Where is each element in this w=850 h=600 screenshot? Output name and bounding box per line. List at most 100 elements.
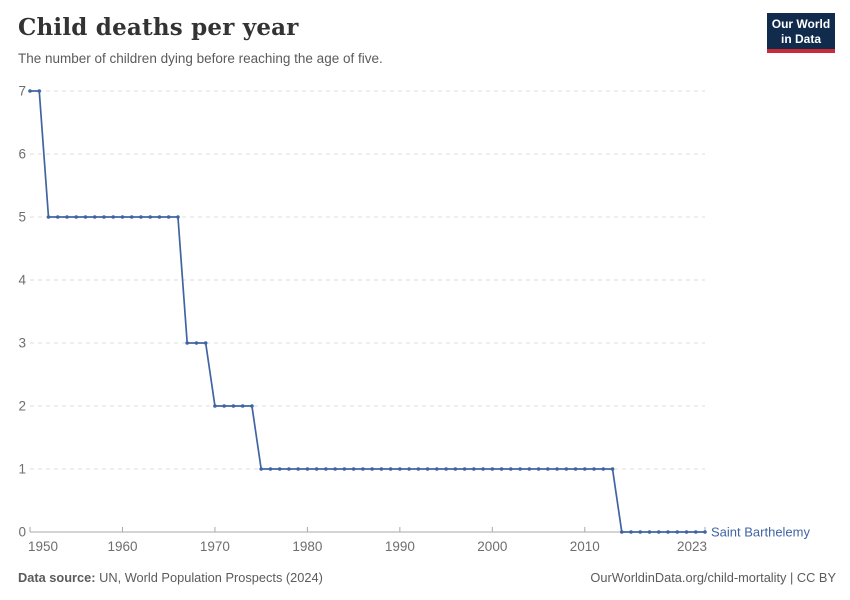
footer-link[interactable]: OurWorldinData.org/child-mortality | CC … <box>590 570 836 585</box>
data-point[interactable] <box>693 530 698 534</box>
data-point[interactable] <box>46 215 51 219</box>
data-point[interactable] <box>314 467 319 471</box>
data-point[interactable] <box>666 530 670 534</box>
data-point[interactable] <box>277 467 282 471</box>
data-point[interactable] <box>518 467 522 471</box>
data-source[interactable]: Data source: UN, World Population Prospe… <box>18 570 323 585</box>
data-point[interactable] <box>490 467 495 471</box>
data-point[interactable] <box>629 530 633 534</box>
data-point[interactable] <box>564 467 569 471</box>
data-point[interactable] <box>398 467 402 471</box>
data-point[interactable] <box>703 530 707 534</box>
data-point[interactable] <box>351 467 356 471</box>
series-line[interactable] <box>30 90 705 533</box>
data-point[interactable] <box>462 467 467 471</box>
data-point[interactable] <box>333 467 337 471</box>
data-source-label: Data source: <box>18 570 96 585</box>
data-point[interactable] <box>619 530 624 534</box>
data-point[interactable] <box>250 404 254 408</box>
data-point[interactable] <box>120 215 125 219</box>
data-point[interactable] <box>203 341 208 345</box>
y-tick-label: 3 <box>18 336 26 351</box>
data-point[interactable] <box>684 530 689 534</box>
data-point[interactable] <box>656 530 661 534</box>
data-point[interactable] <box>444 467 448 471</box>
data-point[interactable] <box>111 215 116 219</box>
data-point[interactable] <box>240 404 245 408</box>
owid-logo[interactable]: Our World in Data <box>767 13 835 53</box>
data-point[interactable] <box>268 467 273 471</box>
data-point[interactable] <box>37 89 42 93</box>
data-point[interactable] <box>65 215 69 219</box>
data-point[interactable] <box>305 467 310 471</box>
y-tick-label: 0 <box>18 525 26 540</box>
data-point[interactable] <box>213 404 217 408</box>
data-point[interactable] <box>527 467 532 471</box>
data-point[interactable] <box>176 215 180 219</box>
data-point[interactable] <box>453 467 458 471</box>
x-tick-label: 1970 <box>200 539 230 554</box>
owid-logo-box: Our World in Data <box>767 13 835 49</box>
data-point[interactable] <box>573 467 578 471</box>
data-point[interactable] <box>370 467 374 471</box>
data-point[interactable] <box>92 215 97 219</box>
data-point[interactable] <box>582 467 587 471</box>
data-point[interactable] <box>416 467 421 471</box>
data-point[interactable] <box>647 530 652 534</box>
data-point[interactable] <box>74 215 79 219</box>
data-point[interactable] <box>481 467 485 471</box>
data-point[interactable] <box>601 467 606 471</box>
x-tick-label: 1990 <box>385 539 415 554</box>
series-label[interactable]: Saint Barthelemy <box>711 525 810 540</box>
data-point[interactable] <box>102 215 106 219</box>
x-tick-label: 1950 <box>28 539 58 554</box>
data-point[interactable] <box>499 467 504 471</box>
data-point[interactable] <box>435 467 439 471</box>
y-tick-label: 7 <box>18 84 26 99</box>
x-tick-label: 1960 <box>107 539 137 554</box>
data-point[interactable] <box>555 467 559 471</box>
data-point[interactable] <box>592 467 596 471</box>
data-source-text: UN, World Population Prospects (2024) <box>99 570 323 585</box>
data-point[interactable] <box>324 467 328 471</box>
data-point[interactable] <box>638 530 643 534</box>
owid-logo-red-bar <box>767 49 835 53</box>
data-point[interactable] <box>129 215 134 219</box>
data-point[interactable] <box>342 467 347 471</box>
data-point[interactable] <box>287 467 291 471</box>
y-tick-label: 2 <box>18 399 26 414</box>
data-point[interactable] <box>509 467 513 471</box>
x-tick-label: 2023 <box>677 539 707 554</box>
data-point[interactable] <box>231 404 236 408</box>
data-point[interactable] <box>157 215 162 219</box>
data-point[interactable] <box>166 215 171 219</box>
data-point[interactable] <box>222 404 226 408</box>
page-title: Child deaths per year <box>18 14 299 41</box>
data-point[interactable] <box>388 467 393 471</box>
owid-logo-line2: in Data <box>780 31 821 46</box>
data-point[interactable] <box>379 467 384 471</box>
data-point[interactable] <box>675 530 680 534</box>
data-point[interactable] <box>546 467 550 471</box>
data-point[interactable] <box>83 215 88 219</box>
data-point[interactable] <box>472 467 476 471</box>
data-point[interactable] <box>139 215 143 219</box>
data-point[interactable] <box>361 467 365 471</box>
data-point[interactable] <box>148 215 153 219</box>
data-point[interactable] <box>296 467 300 471</box>
data-point[interactable] <box>259 467 263 471</box>
data-point[interactable] <box>425 467 430 471</box>
data-point[interactable] <box>185 341 189 345</box>
data-point[interactable] <box>536 467 541 471</box>
data-point[interactable] <box>407 467 411 471</box>
data-point[interactable] <box>610 467 615 471</box>
y-tick-label: 4 <box>18 273 26 288</box>
data-point[interactable] <box>55 215 60 219</box>
data-point[interactable] <box>194 341 199 345</box>
y-tick-label: 6 <box>18 147 26 162</box>
data-point[interactable] <box>28 89 32 93</box>
x-tick-label: 2010 <box>570 539 600 554</box>
chart-subtitle: The number of children dying before reac… <box>18 51 383 66</box>
